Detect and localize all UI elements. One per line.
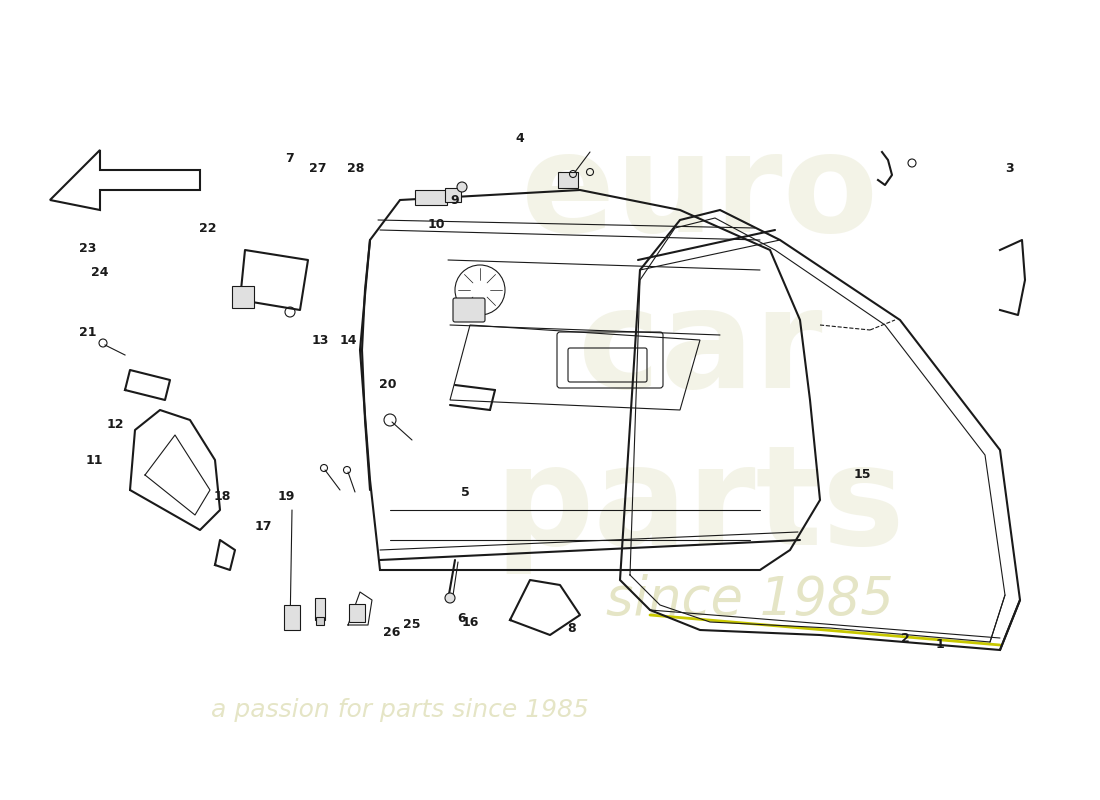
Bar <box>284 605 300 630</box>
Text: 17: 17 <box>254 521 272 534</box>
Text: 21: 21 <box>79 326 97 338</box>
Polygon shape <box>50 150 200 210</box>
Text: 25: 25 <box>404 618 420 631</box>
Circle shape <box>456 182 468 192</box>
Text: 24: 24 <box>91 266 109 278</box>
Text: 28: 28 <box>348 162 365 174</box>
Text: 8: 8 <box>568 622 576 634</box>
Text: 26: 26 <box>383 626 400 638</box>
Bar <box>316 617 324 625</box>
Text: 13: 13 <box>311 334 329 346</box>
Text: 10: 10 <box>427 218 444 230</box>
Text: 2: 2 <box>901 631 910 645</box>
Text: 14: 14 <box>339 334 356 346</box>
Text: 23: 23 <box>79 242 97 254</box>
Bar <box>446 188 461 202</box>
Text: 5: 5 <box>461 486 470 498</box>
Text: 12: 12 <box>107 418 123 431</box>
Text: a passion for parts since 1985: a passion for parts since 1985 <box>211 698 588 722</box>
FancyBboxPatch shape <box>453 298 485 322</box>
Circle shape <box>446 593 455 603</box>
Text: 11: 11 <box>86 454 102 466</box>
Bar <box>349 604 365 622</box>
Text: 9: 9 <box>451 194 460 206</box>
Text: 1: 1 <box>936 638 945 651</box>
Text: 7: 7 <box>286 151 295 165</box>
Text: 19: 19 <box>277 490 295 502</box>
Text: 20: 20 <box>379 378 397 391</box>
Bar <box>232 286 254 308</box>
Text: 15: 15 <box>854 467 871 481</box>
Text: 16: 16 <box>461 617 478 630</box>
Bar <box>415 190 447 205</box>
Text: 27: 27 <box>309 162 327 174</box>
Text: since 1985: since 1985 <box>606 574 894 626</box>
Text: 18: 18 <box>213 490 231 502</box>
Text: 4: 4 <box>516 131 525 145</box>
Bar <box>558 172 578 188</box>
Text: 3: 3 <box>1005 162 1014 174</box>
Text: euro
car
parts: euro car parts <box>495 126 905 574</box>
Text: 6: 6 <box>458 611 466 625</box>
Text: 22: 22 <box>199 222 217 234</box>
Bar <box>315 598 324 620</box>
